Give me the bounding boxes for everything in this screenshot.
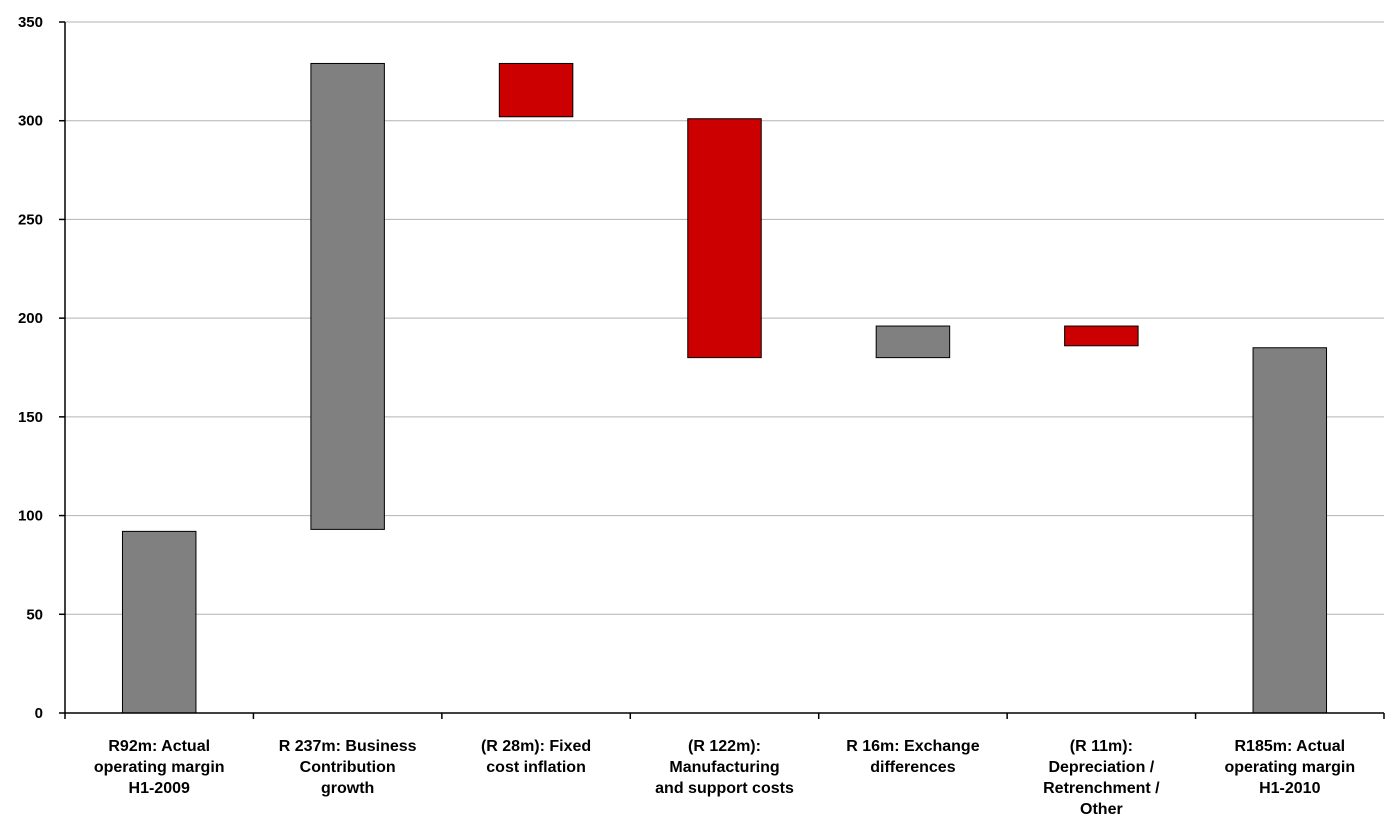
category-label-line: differences [870,759,955,776]
bar-2 [498,62,574,118]
category-label-line: R 237m: Business [279,738,417,755]
category-label-6: R185m: Actual operating margin H1-2010 [1224,738,1355,797]
category-label-line: Depreciation / [1048,759,1154,776]
axes [64,22,1384,714]
bar-1 [310,62,385,530]
category-label-line: growth [321,780,374,797]
category-label-line: (R 11m): [1070,738,1133,755]
category-label-line: Retrenchment / [1043,780,1160,797]
category-label-line: (R 122m): [688,738,761,755]
bar-4 [875,325,951,359]
category-label-line: cost inflation [486,759,586,776]
bar-6 [1252,347,1328,714]
category-label-4: R 16m: Exchange differences [846,738,979,776]
category-label-line: Manufacturing [669,759,779,776]
x-axis-categories: R92m: Actual operating margin H1-2009 R 237… [64,713,1385,818]
y-tick-label: 100 [18,508,43,525]
bar-5 [1064,325,1139,347]
category-label-line: H1-2010 [1259,780,1320,797]
category-label-3: (R 122m): Manufacturing and support costs [655,738,794,797]
category-label-line: H1-2009 [129,780,190,797]
y-tick-label: 150 [18,409,43,426]
category-label-line: (R 28m): Fixed [481,738,591,755]
category-label-line: operating margin [1224,759,1355,776]
bars [121,62,1328,714]
bar-3 [687,118,762,359]
y-tick-label: 350 [18,14,43,31]
category-label-0: R92m: Actual operating margin H1-2009 [94,738,225,797]
category-label-line: and support costs [655,780,794,797]
category-label-line: Other [1080,801,1123,818]
y-tick-label: 200 [18,310,43,327]
y-tick-label: 50 [26,606,43,623]
y-tick-label: 300 [18,113,43,130]
bar-0 [121,530,197,714]
y-tick-label: 0 [35,705,43,722]
category-label-line: operating margin [94,759,225,776]
category-label-1: R 237m: Business Contribution growth [279,738,417,797]
category-label-line: R 16m: Exchange [846,738,979,755]
category-label-2: (R 28m): Fixed cost inflation [481,738,591,776]
y-axis-ticks: 0 50 100 150 200 250 300 350 [18,14,65,722]
category-label-line: R185m: Actual [1235,738,1346,755]
category-label-line: R92m: Actual [108,738,210,755]
category-label-5: (R 11m): Depreciation / Retrenchment / Othe… [1043,738,1160,818]
y-tick-label: 250 [18,211,43,228]
category-label-line: Contribution [300,759,396,776]
